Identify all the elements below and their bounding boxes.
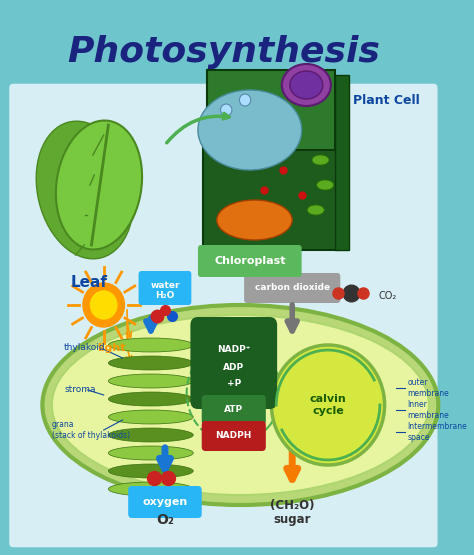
Text: light: light [97,343,126,353]
FancyBboxPatch shape [0,0,451,555]
Ellipse shape [109,392,193,406]
Text: outer
membrane: outer membrane [407,379,449,398]
Text: NADP⁺: NADP⁺ [217,345,250,354]
Text: calvin
cycle: calvin cycle [310,394,346,416]
Text: Photosynthesis: Photosynthesis [67,35,380,69]
Text: H₂O: H₂O [155,291,174,300]
FancyBboxPatch shape [8,82,439,549]
FancyBboxPatch shape [198,245,301,277]
Ellipse shape [109,464,193,478]
Ellipse shape [109,482,193,496]
Circle shape [272,345,384,465]
Text: sugar: sugar [273,513,311,527]
FancyBboxPatch shape [128,486,202,518]
Ellipse shape [282,64,331,106]
FancyBboxPatch shape [208,70,335,150]
FancyBboxPatch shape [191,317,277,409]
Text: ATP: ATP [224,406,243,415]
Text: (CH₂O): (CH₂O) [270,498,314,512]
Text: grana
(stack of thylakoids): grana (stack of thylakoids) [52,420,130,440]
Circle shape [239,94,251,106]
Text: carbon dioxide: carbon dioxide [255,284,330,292]
Text: O₂: O₂ [156,513,174,527]
FancyBboxPatch shape [202,421,266,451]
Ellipse shape [217,200,292,240]
Ellipse shape [312,155,329,165]
FancyBboxPatch shape [203,145,339,250]
Text: NADPH: NADPH [216,431,252,441]
Text: ADP: ADP [223,362,244,371]
Circle shape [220,104,232,116]
Text: Plant Cell: Plant Cell [354,93,420,107]
Text: oxygen: oxygen [142,497,188,507]
Ellipse shape [109,338,193,352]
Ellipse shape [36,121,134,259]
Ellipse shape [317,180,334,190]
Ellipse shape [56,120,142,250]
Text: stroma: stroma [64,386,96,395]
Text: Leaf: Leaf [71,275,108,290]
Ellipse shape [42,305,438,505]
Text: Intermembrane
space: Intermembrane space [407,422,467,442]
Ellipse shape [109,446,193,460]
Ellipse shape [307,205,324,215]
Ellipse shape [290,71,323,99]
Circle shape [83,283,125,327]
Text: +P: +P [227,379,241,387]
FancyBboxPatch shape [0,0,449,95]
Ellipse shape [109,356,193,370]
FancyBboxPatch shape [335,75,349,250]
Ellipse shape [109,374,193,388]
Text: CO₂: CO₂ [379,291,397,301]
Text: water: water [150,280,180,290]
FancyBboxPatch shape [244,273,340,303]
FancyBboxPatch shape [202,395,266,425]
Ellipse shape [198,90,301,170]
Ellipse shape [109,428,193,442]
Text: Inner
membrane: Inner membrane [407,400,449,420]
Circle shape [91,291,117,319]
Ellipse shape [109,410,193,424]
Ellipse shape [52,315,429,495]
Text: thylakoid: thylakoid [64,344,106,352]
Text: Chloroplast: Chloroplast [214,256,285,266]
FancyBboxPatch shape [138,271,191,305]
